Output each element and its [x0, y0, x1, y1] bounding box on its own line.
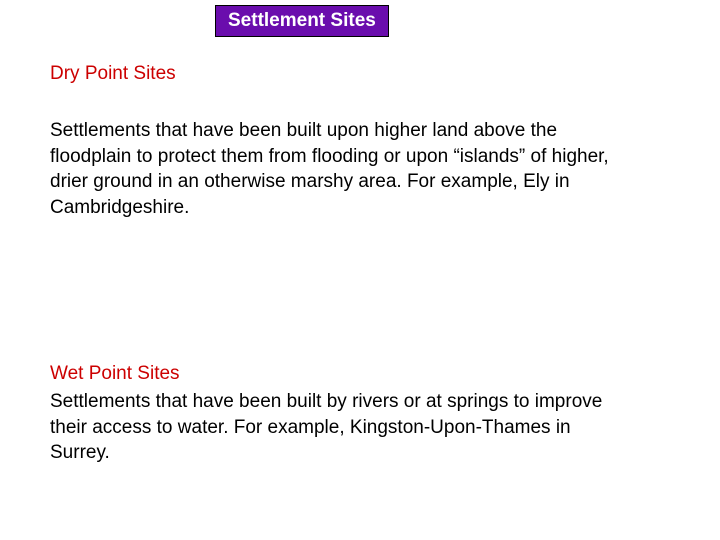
- title-box: Settlement Sites: [215, 5, 389, 37]
- section-heading-wet-point: Wet Point Sites: [50, 363, 180, 385]
- section-body-wet-point: Settlements that have been built by rive…: [50, 389, 610, 466]
- section-body-dry-point: Settlements that have been built upon hi…: [50, 118, 610, 221]
- section-heading-dry-point: Dry Point Sites: [50, 63, 176, 85]
- slide-title: Settlement Sites: [228, 10, 376, 31]
